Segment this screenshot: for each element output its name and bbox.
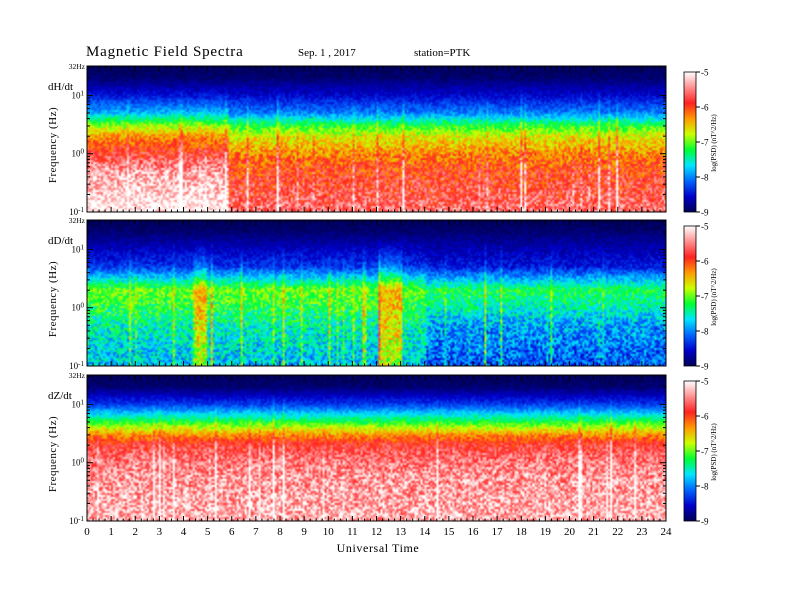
y-tick-label: 100 [72,457,85,468]
y-tick-label: 101 [72,89,85,100]
x-tick-label: 11 [347,526,358,538]
y-top-freq-label: 32Hz [69,216,86,225]
colorbar-tick-label: -6 [701,103,709,113]
colorbar-tick-label: -6 [701,257,709,267]
x-tick-label: 10 [323,526,335,538]
panel-dz-dt: 101 100 10-1 32Hz dZ/dt Frequency (Hz) -5 -6 -7 -… [47,371,718,527]
x-tick-label: 0 [84,526,90,538]
component-label: dH/dt [48,81,73,93]
spectrogram-image [87,66,666,212]
x-tick-label: 21 [588,526,599,538]
x-tick-label: 23 [636,526,648,538]
x-tick-label: 1 [108,526,114,538]
spectrogram-image [87,375,666,521]
x-tick-label: 24 [661,526,673,538]
colorbar-tick-label: -9 [701,517,709,527]
x-axis-label: Universal Time [337,541,420,555]
x-tick-label: 22 [612,526,623,538]
x-tick-label: 6 [229,526,235,538]
x-tick-label: 14 [419,526,431,538]
chart-title: Magnetic Field Spectra [86,44,244,60]
colorbar [683,380,697,522]
station-label: station=PTK [414,47,471,59]
x-tick-label: 15 [443,526,455,538]
colorbar-tick-label: -9 [701,362,709,372]
colorbar-tick-label: -5 [701,377,709,387]
y-axis-label: Frequency (Hz) [47,261,59,337]
y-tick-label: 100 [72,148,85,159]
y-tick-label: 101 [72,398,85,409]
chart-date: Sep. 1 , 2017 [298,47,356,59]
x-tick-label: 2 [133,526,139,538]
y-top-freq-label: 32Hz [69,371,86,380]
x-tick-label: 4 [181,526,187,538]
y-tick-label: 10-1 [69,515,84,526]
colorbar-tick-label: -9 [701,208,709,218]
colorbar-tick-label: -7 [701,447,709,457]
y-tick-label: 10-1 [69,206,84,217]
colorbar-label: log(PSD) (nT^2/Hz) [710,268,718,326]
colorbar-tick-label: -6 [701,412,709,422]
y-axis-label: Frequency (Hz) [47,107,59,183]
x-tick-label: 16 [468,526,480,538]
x-tick-label: 7 [253,526,259,538]
y-tick-label: 100 [72,302,85,313]
colorbar-label: log(PSD) (nT^2/Hz) [710,423,718,481]
colorbar-tick-label: -7 [701,138,709,148]
x-tick-label: 18 [516,526,528,538]
x-tick-label: 20 [564,526,576,538]
colorbar-tick-label: -5 [701,68,709,78]
colorbar-tick-label: -8 [701,173,709,183]
x-tick-label: 3 [157,526,163,538]
x-tick-label: 17 [492,526,504,538]
x-tick-label: 12 [371,526,382,538]
panel-dh-dt: 101 100 10-1 32Hz dH/dt Frequency (Hz) -5 -6 -7 -… [47,62,718,218]
colorbar-tick-label: -8 [701,327,709,337]
colorbar-tick-label: -7 [701,292,709,302]
colorbar-label: log(PSD) (nT^2/Hz) [710,114,718,172]
y-tick-label: 10-1 [69,360,84,371]
component-label: dZ/dt [48,390,72,402]
x-tick-label: 8 [277,526,283,538]
colorbar [683,225,697,367]
spectrogram-image [87,220,666,366]
x-tick-label: 19 [540,526,552,538]
y-top-freq-label: 32Hz [69,62,86,71]
colorbar-tick-label: -5 [701,222,709,232]
colorbar-tick-label: -8 [701,482,709,492]
panel-dd-dt: 101 100 10-1 32Hz dD/dt Frequency (Hz) -5 -6 -7 -… [47,216,718,372]
x-tick-label: 9 [301,526,307,538]
y-axis-label: Frequency (Hz) [47,416,59,492]
x-tick-label: 5 [205,526,211,538]
component-label: dD/dt [48,235,73,247]
y-tick-label: 101 [72,243,85,254]
x-tick-label: 13 [395,526,407,538]
colorbar [683,71,697,213]
